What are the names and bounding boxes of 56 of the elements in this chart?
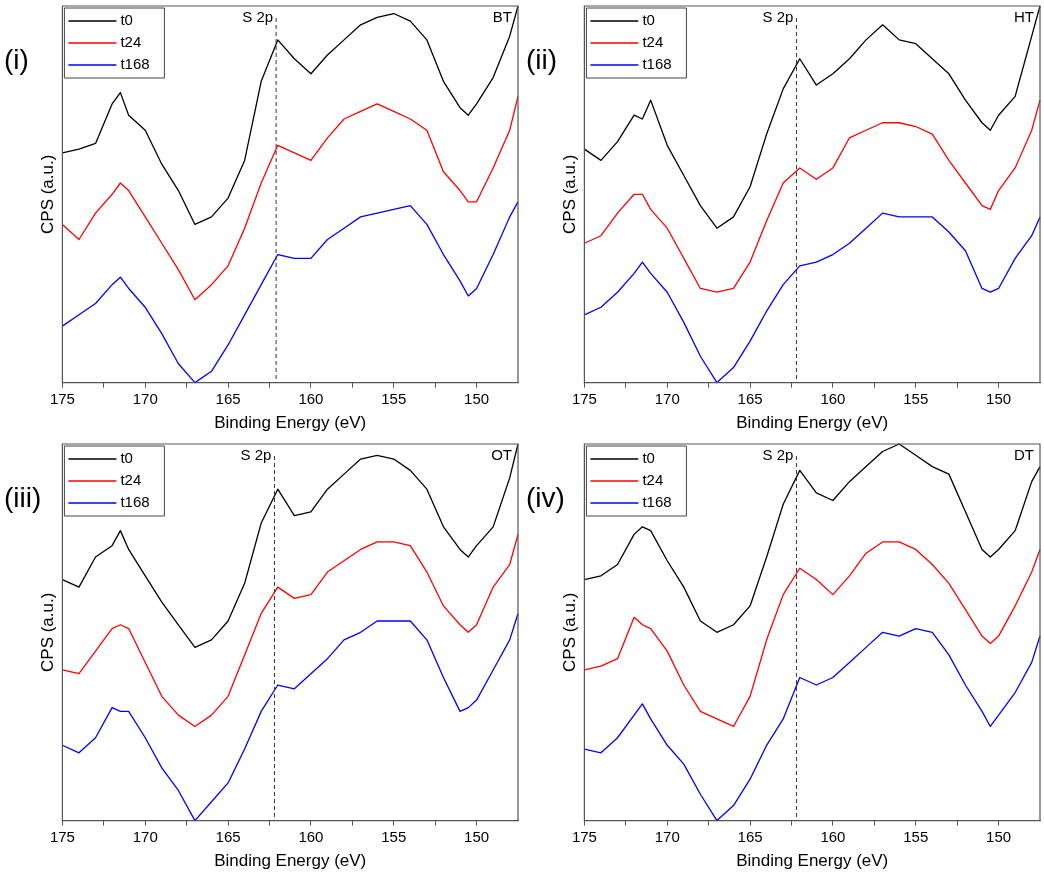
x-tick-label: 160 xyxy=(820,827,846,845)
legend-label: t24 xyxy=(120,33,142,51)
y-axis-title: CPS (a.u.) xyxy=(559,592,579,672)
x-tick-label: 170 xyxy=(132,827,158,845)
x-tick-label: 175 xyxy=(571,389,597,407)
annotation: DT xyxy=(1014,445,1034,463)
text: (iv) xyxy=(526,481,565,513)
y-axis-title: CPS (a.u.) xyxy=(37,154,57,234)
legend-label: t168 xyxy=(120,55,150,73)
x-tick-label: 175 xyxy=(571,827,597,845)
legend-label: t0 xyxy=(642,449,655,467)
annotation: OT xyxy=(491,445,512,463)
x-tick-label: 165 xyxy=(737,389,763,407)
legend-label: t24 xyxy=(120,471,142,489)
x-tick-label: 155 xyxy=(381,827,407,845)
text: (ii) xyxy=(526,43,558,75)
x-axis-title: Binding Energy (eV) xyxy=(736,413,889,433)
x-tick-label: 150 xyxy=(986,389,1012,407)
y-axis-title: CPS (a.u.) xyxy=(37,592,57,672)
ref-line-label: S 2p xyxy=(240,445,272,463)
legend-label: t168 xyxy=(642,55,672,73)
legend-label: t0 xyxy=(120,449,133,467)
x-tick-label: 155 xyxy=(381,389,407,407)
x-tick-label: 165 xyxy=(215,389,241,407)
x-tick-label: 155 xyxy=(903,827,929,845)
y-axis-title: CPS (a.u.) xyxy=(559,154,579,234)
x-tick-label: 165 xyxy=(737,827,763,845)
annotation: BT xyxy=(492,7,512,25)
x-tick-label: 155 xyxy=(903,389,929,407)
x-tick-label: 150 xyxy=(464,827,490,845)
text: (iii) xyxy=(4,481,42,513)
x-tick-label: 160 xyxy=(820,389,846,407)
x-axis-title: Binding Energy (eV) xyxy=(214,413,367,433)
ref-line-label: S 2p xyxy=(762,7,794,25)
x-tick-label: 175 xyxy=(49,389,75,407)
x-axis-title: Binding Energy (eV) xyxy=(214,851,367,871)
legend-label: t168 xyxy=(120,493,150,511)
x-tick-label: 170 xyxy=(132,389,158,407)
x-tick-label: 160 xyxy=(298,389,324,407)
x-tick-label: 150 xyxy=(464,389,490,407)
x-tick-label: 170 xyxy=(654,389,680,407)
legend-label: t0 xyxy=(642,11,655,29)
legend-label: t0 xyxy=(120,11,133,29)
x-tick-label: 170 xyxy=(654,827,680,845)
text: (i) xyxy=(4,43,29,75)
x-tick-label: 175 xyxy=(49,827,75,845)
x-tick-label: 160 xyxy=(298,827,324,845)
x-tick-label: 150 xyxy=(986,827,1012,845)
x-tick-label: 165 xyxy=(215,827,241,845)
legend-label: t24 xyxy=(642,33,664,51)
annotation: HT xyxy=(1014,7,1034,25)
legend-label: t168 xyxy=(642,493,672,511)
ref-line-label: S 2p xyxy=(242,7,274,25)
ref-line-label: S 2p xyxy=(762,445,794,463)
legend-label: t24 xyxy=(642,471,664,489)
x-axis-title: Binding Energy (eV) xyxy=(736,851,889,871)
